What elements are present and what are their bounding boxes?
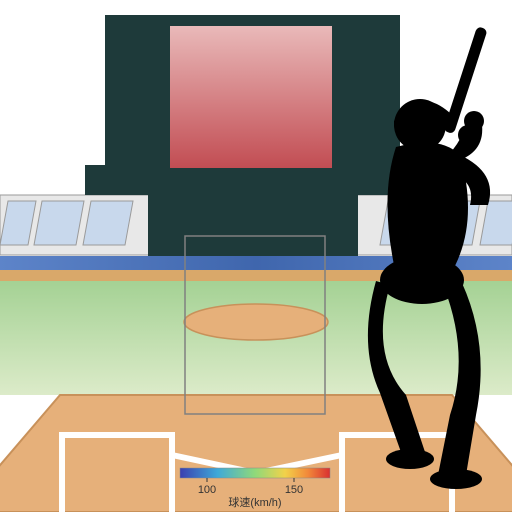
legend-label: 球速(km/h) bbox=[228, 495, 281, 509]
svg-text:150: 150 bbox=[285, 484, 303, 496]
pitchers-mound bbox=[184, 304, 328, 340]
legend-colorbar bbox=[180, 468, 330, 478]
scoreboard-wing-left bbox=[85, 165, 105, 195]
scoreboard-screen bbox=[170, 26, 332, 168]
diagram-svg: 100 150 球速(km/h) bbox=[0, 0, 512, 512]
pitch-location-diagram: 100 150 球速(km/h) bbox=[0, 0, 512, 512]
infield-dirt bbox=[0, 395, 512, 512]
scoreboard bbox=[85, 15, 420, 195]
svg-text:100: 100 bbox=[198, 484, 216, 496]
